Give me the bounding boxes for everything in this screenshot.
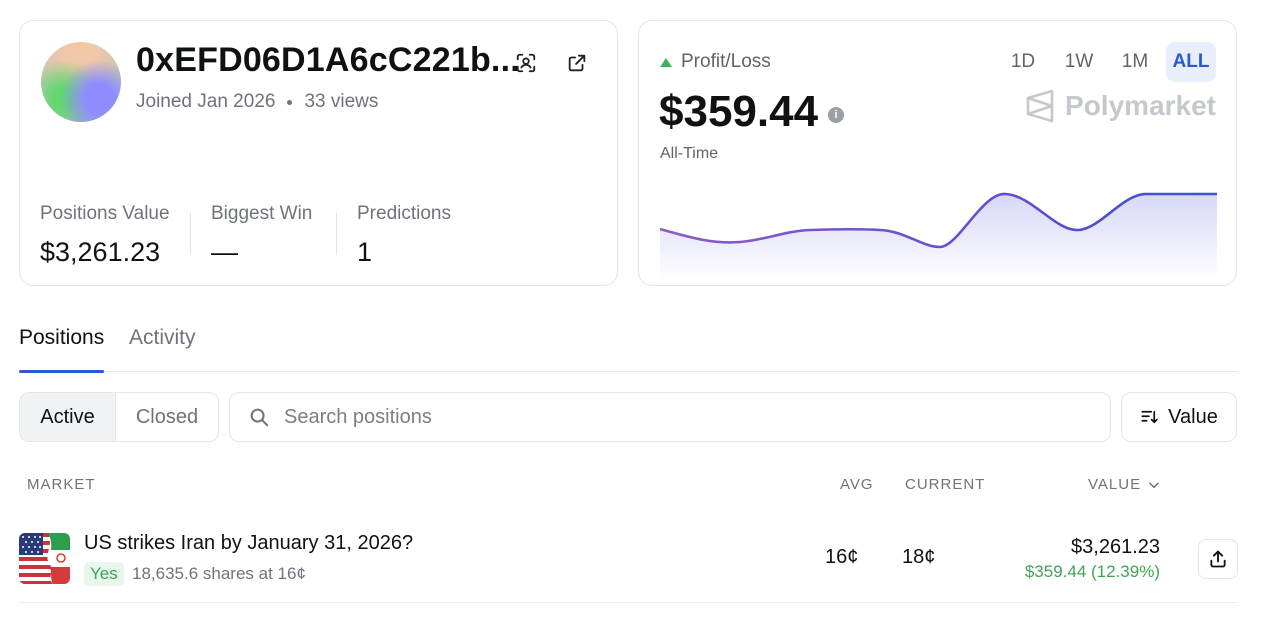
- column-header-market[interactable]: MARKET: [27, 476, 96, 493]
- status-toggle: Active Closed: [19, 392, 219, 442]
- current-price: 18¢: [902, 546, 936, 568]
- external-link-icon[interactable]: [563, 49, 591, 77]
- share-button[interactable]: [1198, 539, 1238, 579]
- polymarket-logo-icon: [1026, 89, 1054, 123]
- stat-value: 1: [357, 237, 373, 267]
- column-header-value[interactable]: VALUE: [1088, 476, 1161, 493]
- position-row[interactable]: US strikes Iran by January 31, 2026? Yes…: [19, 520, 1238, 603]
- pnl-line: [660, 192, 1217, 249]
- sort-icon: [1141, 410, 1158, 424]
- chevron-down-icon: [1149, 481, 1159, 488]
- position-value: $3,261.23: [1071, 536, 1160, 558]
- joined-date: Joined Jan 2026: [136, 91, 276, 112]
- brand-name: Polymarket: [1065, 90, 1216, 121]
- search-icon: [250, 408, 269, 427]
- stat-divider: [336, 213, 337, 255]
- pnl-label: Profit/Loss: [681, 51, 771, 72]
- range-1m[interactable]: 1M: [1121, 51, 1149, 72]
- view-count: 33 views: [304, 91, 379, 112]
- stat-label: Positions Value: [40, 203, 170, 224]
- avg-price: 16¢: [825, 546, 859, 568]
- profile-tabs: Positions Activity: [19, 320, 1238, 373]
- separator-dot: [287, 99, 293, 105]
- column-header-current[interactable]: CURRENT: [905, 476, 986, 493]
- range-1d[interactable]: 1D: [1010, 51, 1036, 72]
- range-selector: 1D 1W 1M ALL: [998, 42, 1216, 82]
- trend-up-icon: [660, 57, 672, 67]
- column-header-avg[interactable]: AVG: [840, 476, 874, 493]
- stat-value: $3,261.23: [40, 237, 161, 267]
- closed-filter-button[interactable]: Closed: [135, 405, 199, 428]
- tab-positions[interactable]: Positions: [19, 326, 105, 373]
- pnl-card: Profit/Loss 1D 1W 1M ALL $359.44 i All-T…: [638, 20, 1237, 286]
- wallet-address: 0xEFD06D1A6cC221b...: [136, 41, 520, 79]
- pnl-header: Profit/Loss: [660, 51, 771, 73]
- range-all[interactable]: ALL: [1166, 42, 1216, 82]
- column-header-value-label: VALUE: [1088, 476, 1142, 493]
- position-pnl: $359.44 (12.39%): [1024, 562, 1160, 581]
- stat-label: Predictions: [357, 203, 451, 224]
- stat-divider: [190, 213, 191, 255]
- us-iran-flags-image: [19, 533, 70, 584]
- stat-value: —: [211, 237, 238, 267]
- profile-meta: Joined Jan 2026 33 views: [136, 91, 378, 113]
- avatar: [41, 42, 121, 122]
- pnl-area: [660, 193, 1217, 281]
- profile-card: 0xEFD06D1A6cC221b... Joined Jan 2026 33 …: [19, 20, 618, 286]
- stat-positions-value: Positions Value $3,261.23: [40, 203, 170, 268]
- pnl-chart: [660, 192, 1217, 281]
- polymarket-brand: Polymarket: [1025, 89, 1216, 123]
- range-1w[interactable]: 1W: [1064, 51, 1094, 72]
- pnl-amount-row: $359.44 i: [659, 87, 845, 137]
- scan-qr-icon[interactable]: [512, 49, 540, 77]
- market-thumbnail: [19, 533, 70, 584]
- search-input[interactable]: [284, 405, 1044, 429]
- info-icon[interactable]: i: [828, 107, 845, 123]
- share-icon: [1210, 550, 1226, 568]
- pnl-amount: $359.44: [659, 87, 819, 136]
- sort-label: Value: [1168, 405, 1218, 428]
- active-filter-button[interactable]: Active: [20, 393, 116, 441]
- market-title[interactable]: US strikes Iran by January 31, 2026?: [84, 532, 414, 554]
- stat-label: Biggest Win: [211, 203, 313, 224]
- search-box: [229, 392, 1111, 442]
- pnl-period: All-Time: [660, 145, 719, 162]
- sort-button[interactable]: Value: [1121, 392, 1237, 442]
- stat-biggest-win: Biggest Win —: [211, 203, 312, 268]
- stat-predictions: Predictions 1: [357, 203, 451, 268]
- tab-activity[interactable]: Activity: [129, 326, 196, 349]
- outcome-badge: Yes: [84, 562, 124, 586]
- shares-info: 18,635.6 shares at 16¢: [132, 564, 306, 583]
